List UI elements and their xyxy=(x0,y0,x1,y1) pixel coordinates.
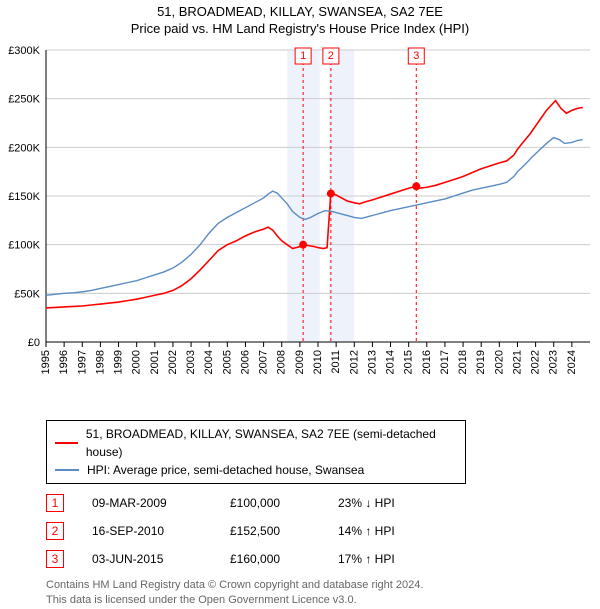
svg-text:2017: 2017 xyxy=(439,350,451,374)
legend-label-property: 51, BROADMEAD, KILLAY, SWANSEA, SA2 7EE … xyxy=(86,425,457,461)
svg-text:2011: 2011 xyxy=(330,350,342,374)
title-line1: 51, BROADMEAD, KILLAY, SWANSEA, SA2 7EE xyxy=(0,4,600,19)
svg-text:1998: 1998 xyxy=(94,350,106,374)
svg-text:2012: 2012 xyxy=(348,350,360,374)
trade-row: 3 03-JUN-2015 £160,000 17% ↑ HPI xyxy=(46,550,600,568)
svg-text:2005: 2005 xyxy=(221,350,233,374)
svg-text:£150K: £150K xyxy=(8,191,40,203)
svg-text:2002: 2002 xyxy=(167,350,179,374)
svg-text:2014: 2014 xyxy=(385,350,397,374)
svg-text:2001: 2001 xyxy=(149,350,161,374)
trade-marker-2: 2 xyxy=(46,522,64,540)
chart-plot: £0 £50K £100K £150K £200K £250K £300K 1995 1996 1… xyxy=(0,42,600,412)
trade-pct-2: 14% ↑ HPI xyxy=(338,524,448,538)
svg-text:£300K: £300K xyxy=(8,45,40,57)
trade-list: 1 09-MAR-2009 £100,000 23% ↓ HPI 2 16-SE… xyxy=(46,494,600,568)
trade-date-3: 03-JUN-2015 xyxy=(92,552,202,566)
svg-text:2019: 2019 xyxy=(475,350,487,374)
svg-text:2015: 2015 xyxy=(403,350,415,374)
svg-text:2006: 2006 xyxy=(239,350,251,374)
svg-text:2009: 2009 xyxy=(294,350,306,374)
legend: 51, BROADMEAD, KILLAY, SWANSEA, SA2 7EE … xyxy=(46,420,466,484)
svg-text:2003: 2003 xyxy=(185,350,197,374)
footer: Contains HM Land Registry data © Crown c… xyxy=(46,578,600,609)
svg-text:2: 2 xyxy=(328,50,334,62)
legend-swatch-hpi xyxy=(55,469,79,471)
title-line2: Price paid vs. HM Land Registry's House … xyxy=(0,21,600,36)
chart-container: 51, BROADMEAD, KILLAY, SWANSEA, SA2 7EE … xyxy=(0,0,600,609)
svg-text:1: 1 xyxy=(300,50,306,62)
svg-text:2007: 2007 xyxy=(258,350,270,374)
svg-text:2023: 2023 xyxy=(548,350,560,374)
svg-text:2008: 2008 xyxy=(276,350,288,374)
svg-text:3: 3 xyxy=(413,50,419,62)
legend-item-property: 51, BROADMEAD, KILLAY, SWANSEA, SA2 7EE … xyxy=(55,425,457,461)
svg-text:2020: 2020 xyxy=(493,350,505,374)
trade-date-2: 16-SEP-2010 xyxy=(92,524,202,538)
svg-text:2013: 2013 xyxy=(366,350,378,374)
legend-label-hpi: HPI: Average price, semi-detached house,… xyxy=(87,461,364,479)
svg-text:2021: 2021 xyxy=(511,350,523,374)
svg-text:1995: 1995 xyxy=(40,350,52,374)
svg-text:2000: 2000 xyxy=(131,350,143,374)
legend-swatch-property xyxy=(55,442,78,444)
trade-pct-1: 23% ↓ HPI xyxy=(338,496,448,510)
trade-row: 1 09-MAR-2009 £100,000 23% ↓ HPI xyxy=(46,494,600,512)
svg-text:£100K: £100K xyxy=(8,240,40,252)
svg-text:1996: 1996 xyxy=(58,350,70,374)
svg-text:£50K: £50K xyxy=(14,288,40,300)
svg-text:2016: 2016 xyxy=(421,350,433,374)
trade-price-3: £160,000 xyxy=(230,552,310,566)
chart-svg: £0 £50K £100K £150K £200K £250K £300K 1995 1996 1… xyxy=(0,42,600,412)
svg-text:2010: 2010 xyxy=(312,350,324,374)
trade-marker-3: 3 xyxy=(46,550,64,568)
legend-item-hpi: HPI: Average price, semi-detached house,… xyxy=(55,461,457,479)
svg-text:2022: 2022 xyxy=(530,350,542,374)
trade-price-1: £100,000 xyxy=(230,496,310,510)
svg-text:£250K: £250K xyxy=(8,94,40,106)
footer-line2: This data is licensed under the Open Gov… xyxy=(46,593,600,608)
svg-text:1999: 1999 xyxy=(113,350,125,374)
footer-line1: Contains HM Land Registry data © Crown c… xyxy=(46,578,600,593)
svg-text:£0: £0 xyxy=(28,337,40,349)
trade-row: 2 16-SEP-2010 £152,500 14% ↑ HPI xyxy=(46,522,600,540)
svg-text:2024: 2024 xyxy=(566,350,578,374)
trade-date-1: 09-MAR-2009 xyxy=(92,496,202,510)
svg-text:1997: 1997 xyxy=(76,350,88,374)
trade-marker-1: 1 xyxy=(46,494,64,512)
svg-text:2004: 2004 xyxy=(203,350,215,374)
svg-text:£200K: £200K xyxy=(8,142,40,154)
trade-price-2: £152,500 xyxy=(230,524,310,538)
svg-text:2018: 2018 xyxy=(457,350,469,374)
title-block: 51, BROADMEAD, KILLAY, SWANSEA, SA2 7EE … xyxy=(0,0,600,42)
trade-pct-3: 17% ↑ HPI xyxy=(338,552,448,566)
